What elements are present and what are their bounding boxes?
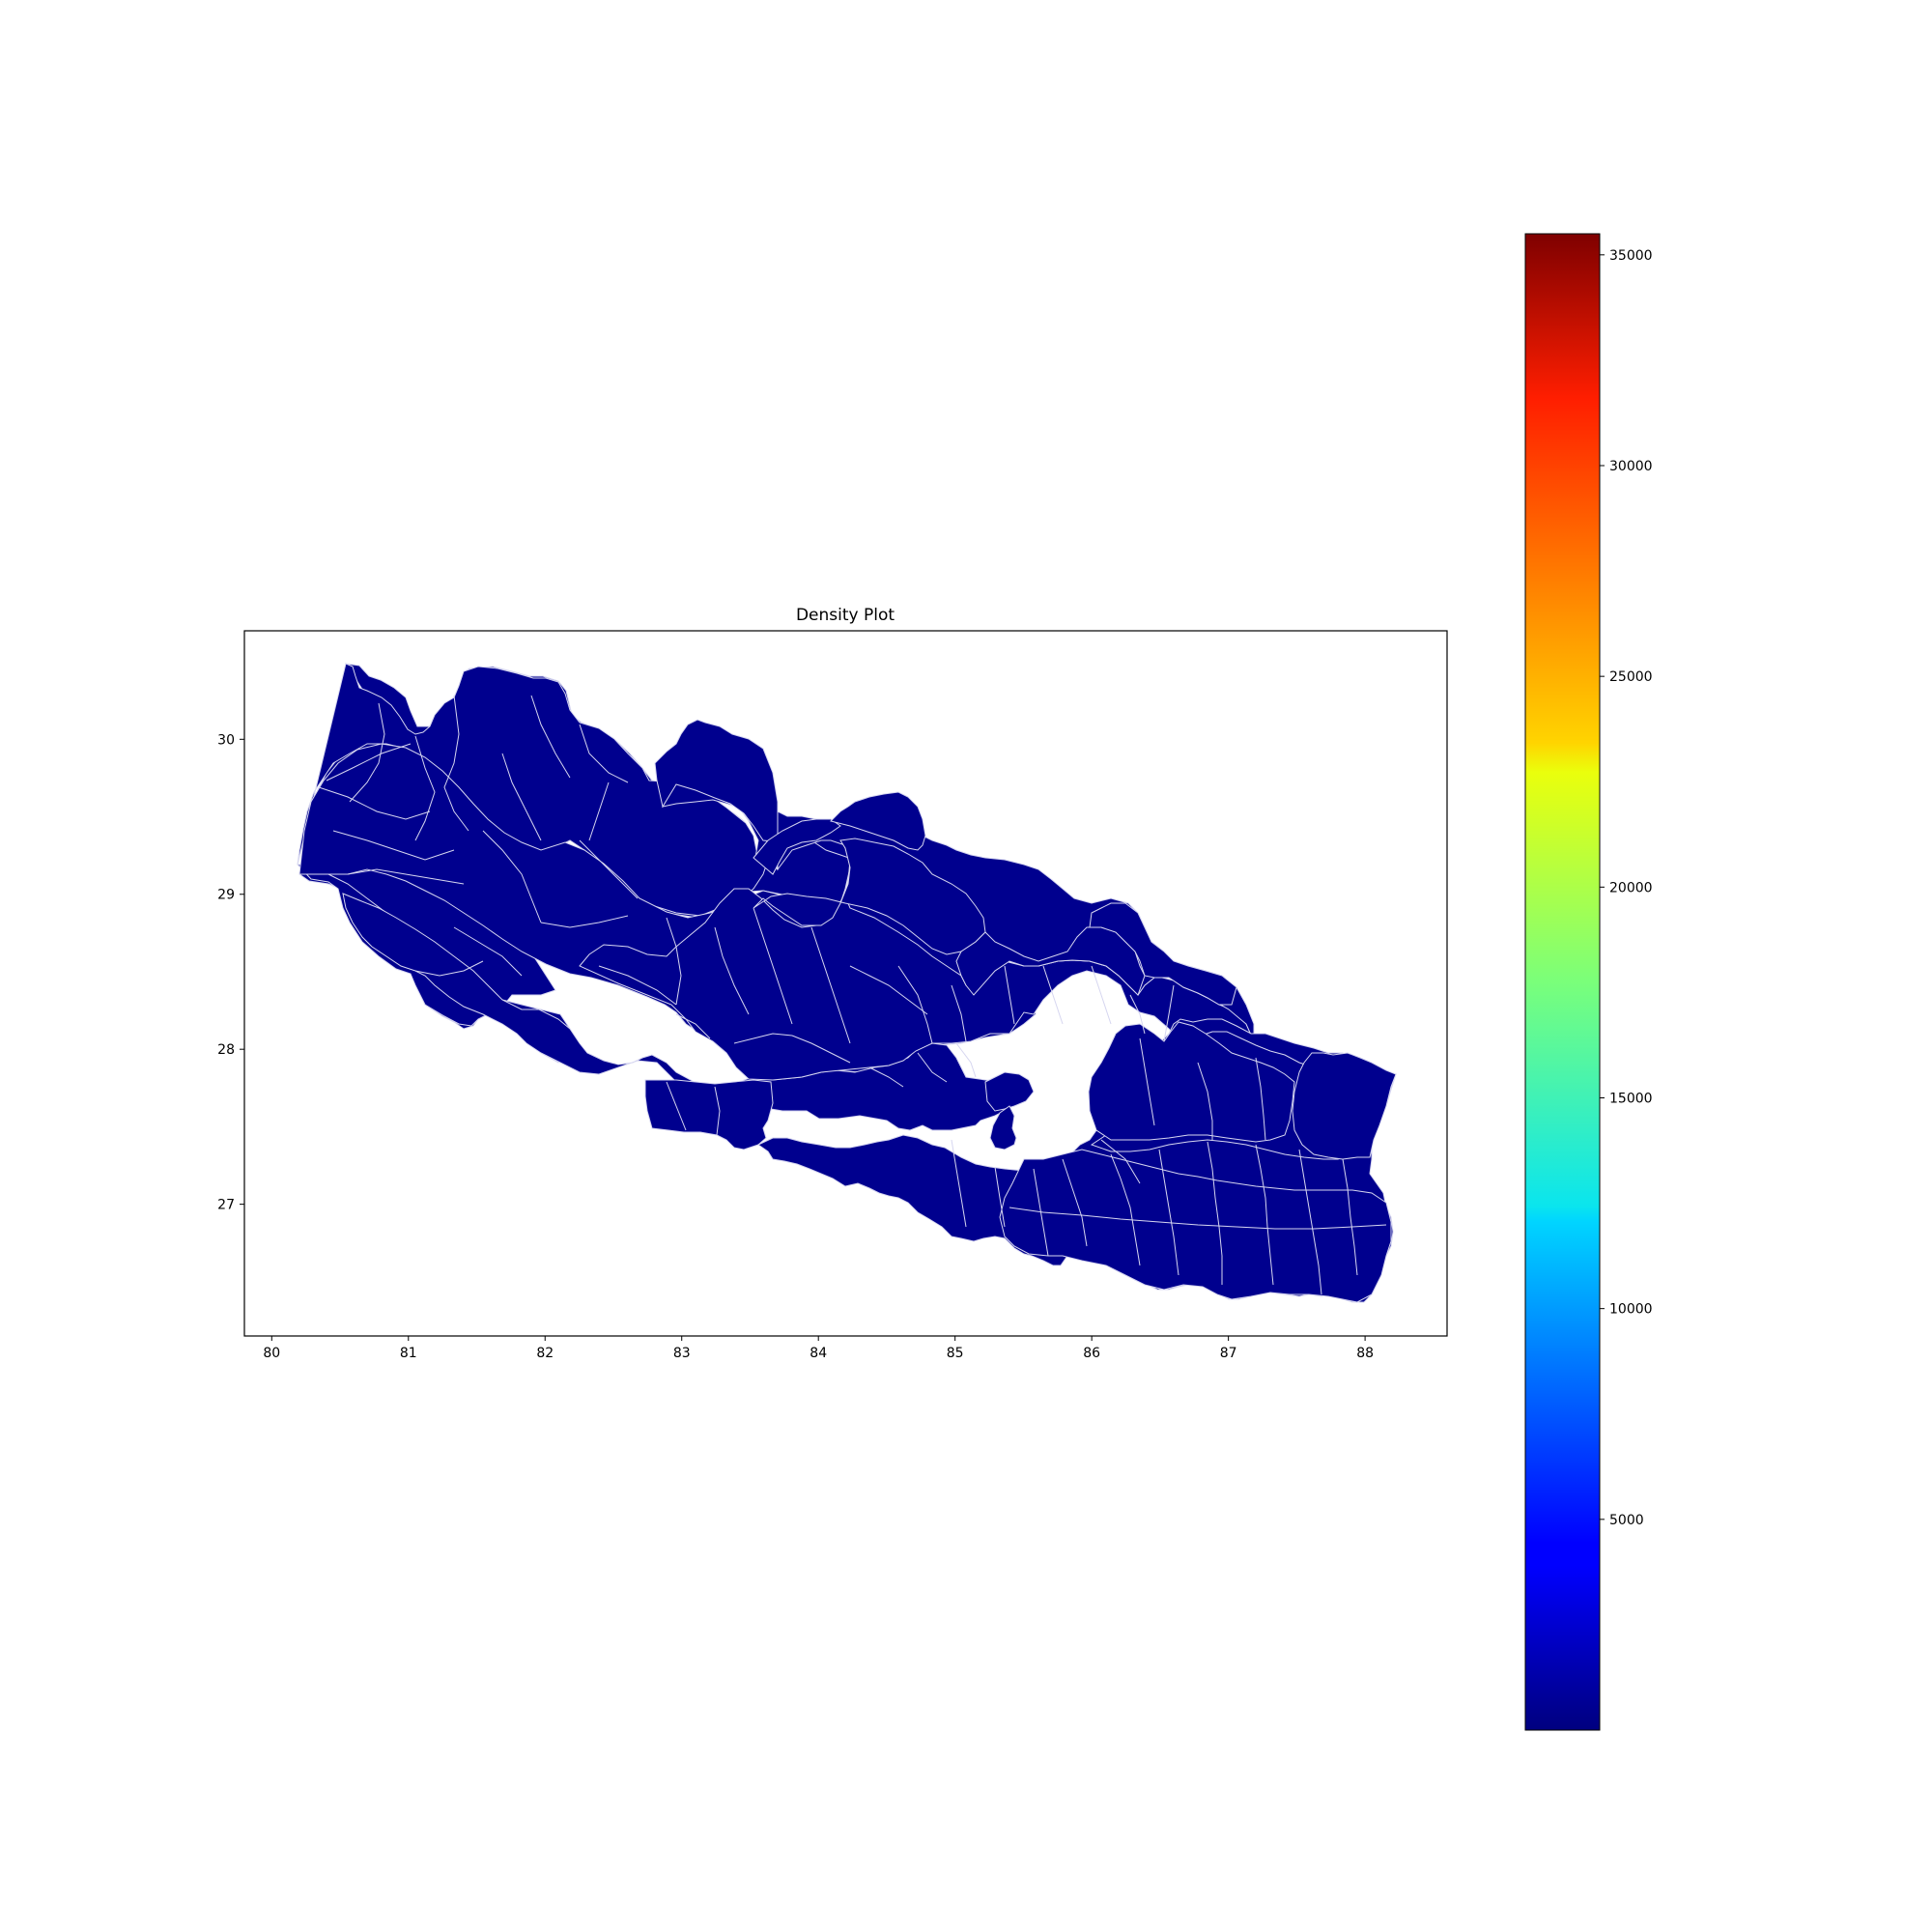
y-tick-label: 30 [217, 732, 235, 748]
x-tick-label: 82 [536, 1346, 554, 1361]
x-tick-label: 86 [1083, 1346, 1100, 1361]
colorbar-tick-label: 30000 [1609, 459, 1653, 474]
y-tick-label: 27 [217, 1198, 235, 1213]
colorbar-tick-label: 35000 [1609, 248, 1653, 264]
x-tick-label: 83 [673, 1346, 691, 1361]
map-layer [298, 664, 1396, 1302]
x-tick-label: 85 [947, 1346, 964, 1361]
region-terai-central [645, 1080, 773, 1150]
x-tick-label: 88 [1356, 1346, 1374, 1361]
x-tick-label: 84 [810, 1346, 827, 1361]
region-kathmandu [985, 1072, 1034, 1111]
colorbar-ticks: 5000 10000 15000 20000 25000 30000 35000 [1600, 248, 1653, 1528]
chart-title: Density Plot [796, 606, 895, 625]
y-axis: 27 28 29 30 [217, 732, 244, 1212]
colorbar-tick-label: 25000 [1609, 669, 1653, 685]
y-tick-label: 28 [217, 1042, 235, 1058]
colorbar-tick-label: 20000 [1609, 880, 1653, 895]
colorbar-tick-label: 5000 [1609, 1513, 1644, 1528]
x-tick-label: 80 [263, 1346, 280, 1361]
region-taplejung [1293, 1053, 1396, 1159]
colorbar-tick-label: 15000 [1609, 1091, 1653, 1106]
y-tick-label: 29 [217, 888, 235, 903]
x-axis: 80 81 82 83 84 85 86 87 88 [263, 1336, 1374, 1361]
x-tick-label: 81 [400, 1346, 417, 1361]
colorbar-tick-label: 10000 [1609, 1302, 1653, 1318]
colorbar [1525, 234, 1600, 1730]
x-tick-label: 87 [1220, 1346, 1237, 1361]
